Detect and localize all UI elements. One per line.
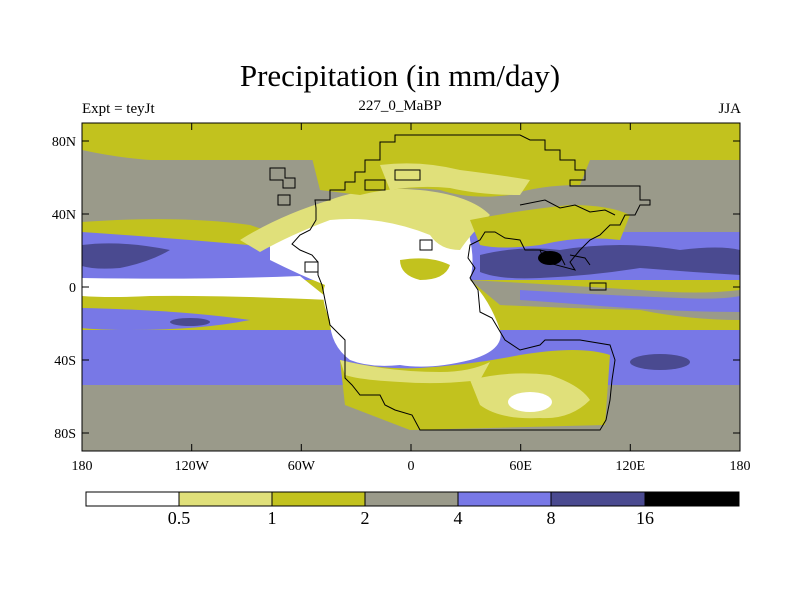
time-label: 227_0_MaBP: [358, 98, 442, 114]
chart-title: Precipitation (in mm/day): [239, 58, 561, 93]
colorbar-label: 0.5: [167, 508, 191, 528]
y-tick-label: 40N: [52, 208, 76, 223]
colorbar-label: 16: [636, 508, 654, 528]
y-tick-labels: 80N 40N 0 40S 80S: [52, 135, 76, 442]
field-equator-blue-west: [82, 308, 250, 330]
coastline-west-detail: [304, 239, 433, 273]
field-arctic-light: [82, 123, 740, 160]
field-continent-light-fringe: [240, 188, 490, 252]
field-north-grey-patch: [82, 150, 300, 207]
colorbar: [85, 491, 740, 507]
colorbar-swatch-3: [364, 491, 459, 507]
colorbar-label: 8: [546, 508, 556, 528]
colorbar-swatch-2: [271, 491, 366, 507]
field-continent-northeast-yellow: [470, 205, 630, 248]
x-tick-label: 0: [408, 459, 415, 474]
colorbar-swatch-4: [457, 491, 552, 507]
experiment-label: Expt = teyJt: [82, 101, 155, 117]
colorbar-label: 2: [360, 508, 370, 528]
precipitation-field: [82, 123, 740, 451]
coastline: [291, 134, 651, 431]
coastline-east-detail: [519, 199, 616, 266]
colorbar-swatch-1: [178, 491, 273, 507]
colorbar-swatch-6: [644, 491, 740, 507]
x-tick-label: 180: [730, 459, 751, 474]
colorbar-swatch-5: [550, 491, 646, 507]
x-tick-labels: 180 120W 60W 0 60E 120E 180: [72, 459, 751, 474]
x-tick-label: 180: [72, 459, 93, 474]
x-tick-label: 120W: [175, 459, 210, 474]
colorbar-swatch-0: [85, 491, 180, 507]
field-equator-dry: [82, 276, 330, 300]
y-tick-label: 80N: [52, 135, 76, 150]
colorbar-label: 4: [453, 508, 463, 528]
field-south-dark-west: [170, 318, 210, 326]
x-ticks: [81, 123, 741, 451]
y-tick-label: 40S: [54, 354, 76, 369]
field-continent-north-light: [380, 163, 530, 195]
season-label: JJA: [718, 101, 741, 117]
x-tick-label: 60E: [509, 459, 532, 474]
field-continent-west-strip: [400, 258, 450, 280]
coastline-north-islands: [269, 167, 607, 291]
colorbar-label: 1: [267, 508, 277, 528]
field-continent-south-dry: [508, 392, 552, 412]
field-ntrop-dark-west: [82, 243, 170, 269]
field-south-dark-east: [630, 354, 690, 370]
field-equator-blue-east: [520, 290, 740, 312]
y-tick-label: 80S: [54, 427, 76, 442]
field-continent-middle-grey: [340, 360, 490, 384]
x-tick-label: 60W: [288, 459, 316, 474]
x-tick-label: 120E: [616, 459, 646, 474]
y-tick-label: 0: [69, 281, 76, 296]
y-ticks: [82, 140, 740, 434]
